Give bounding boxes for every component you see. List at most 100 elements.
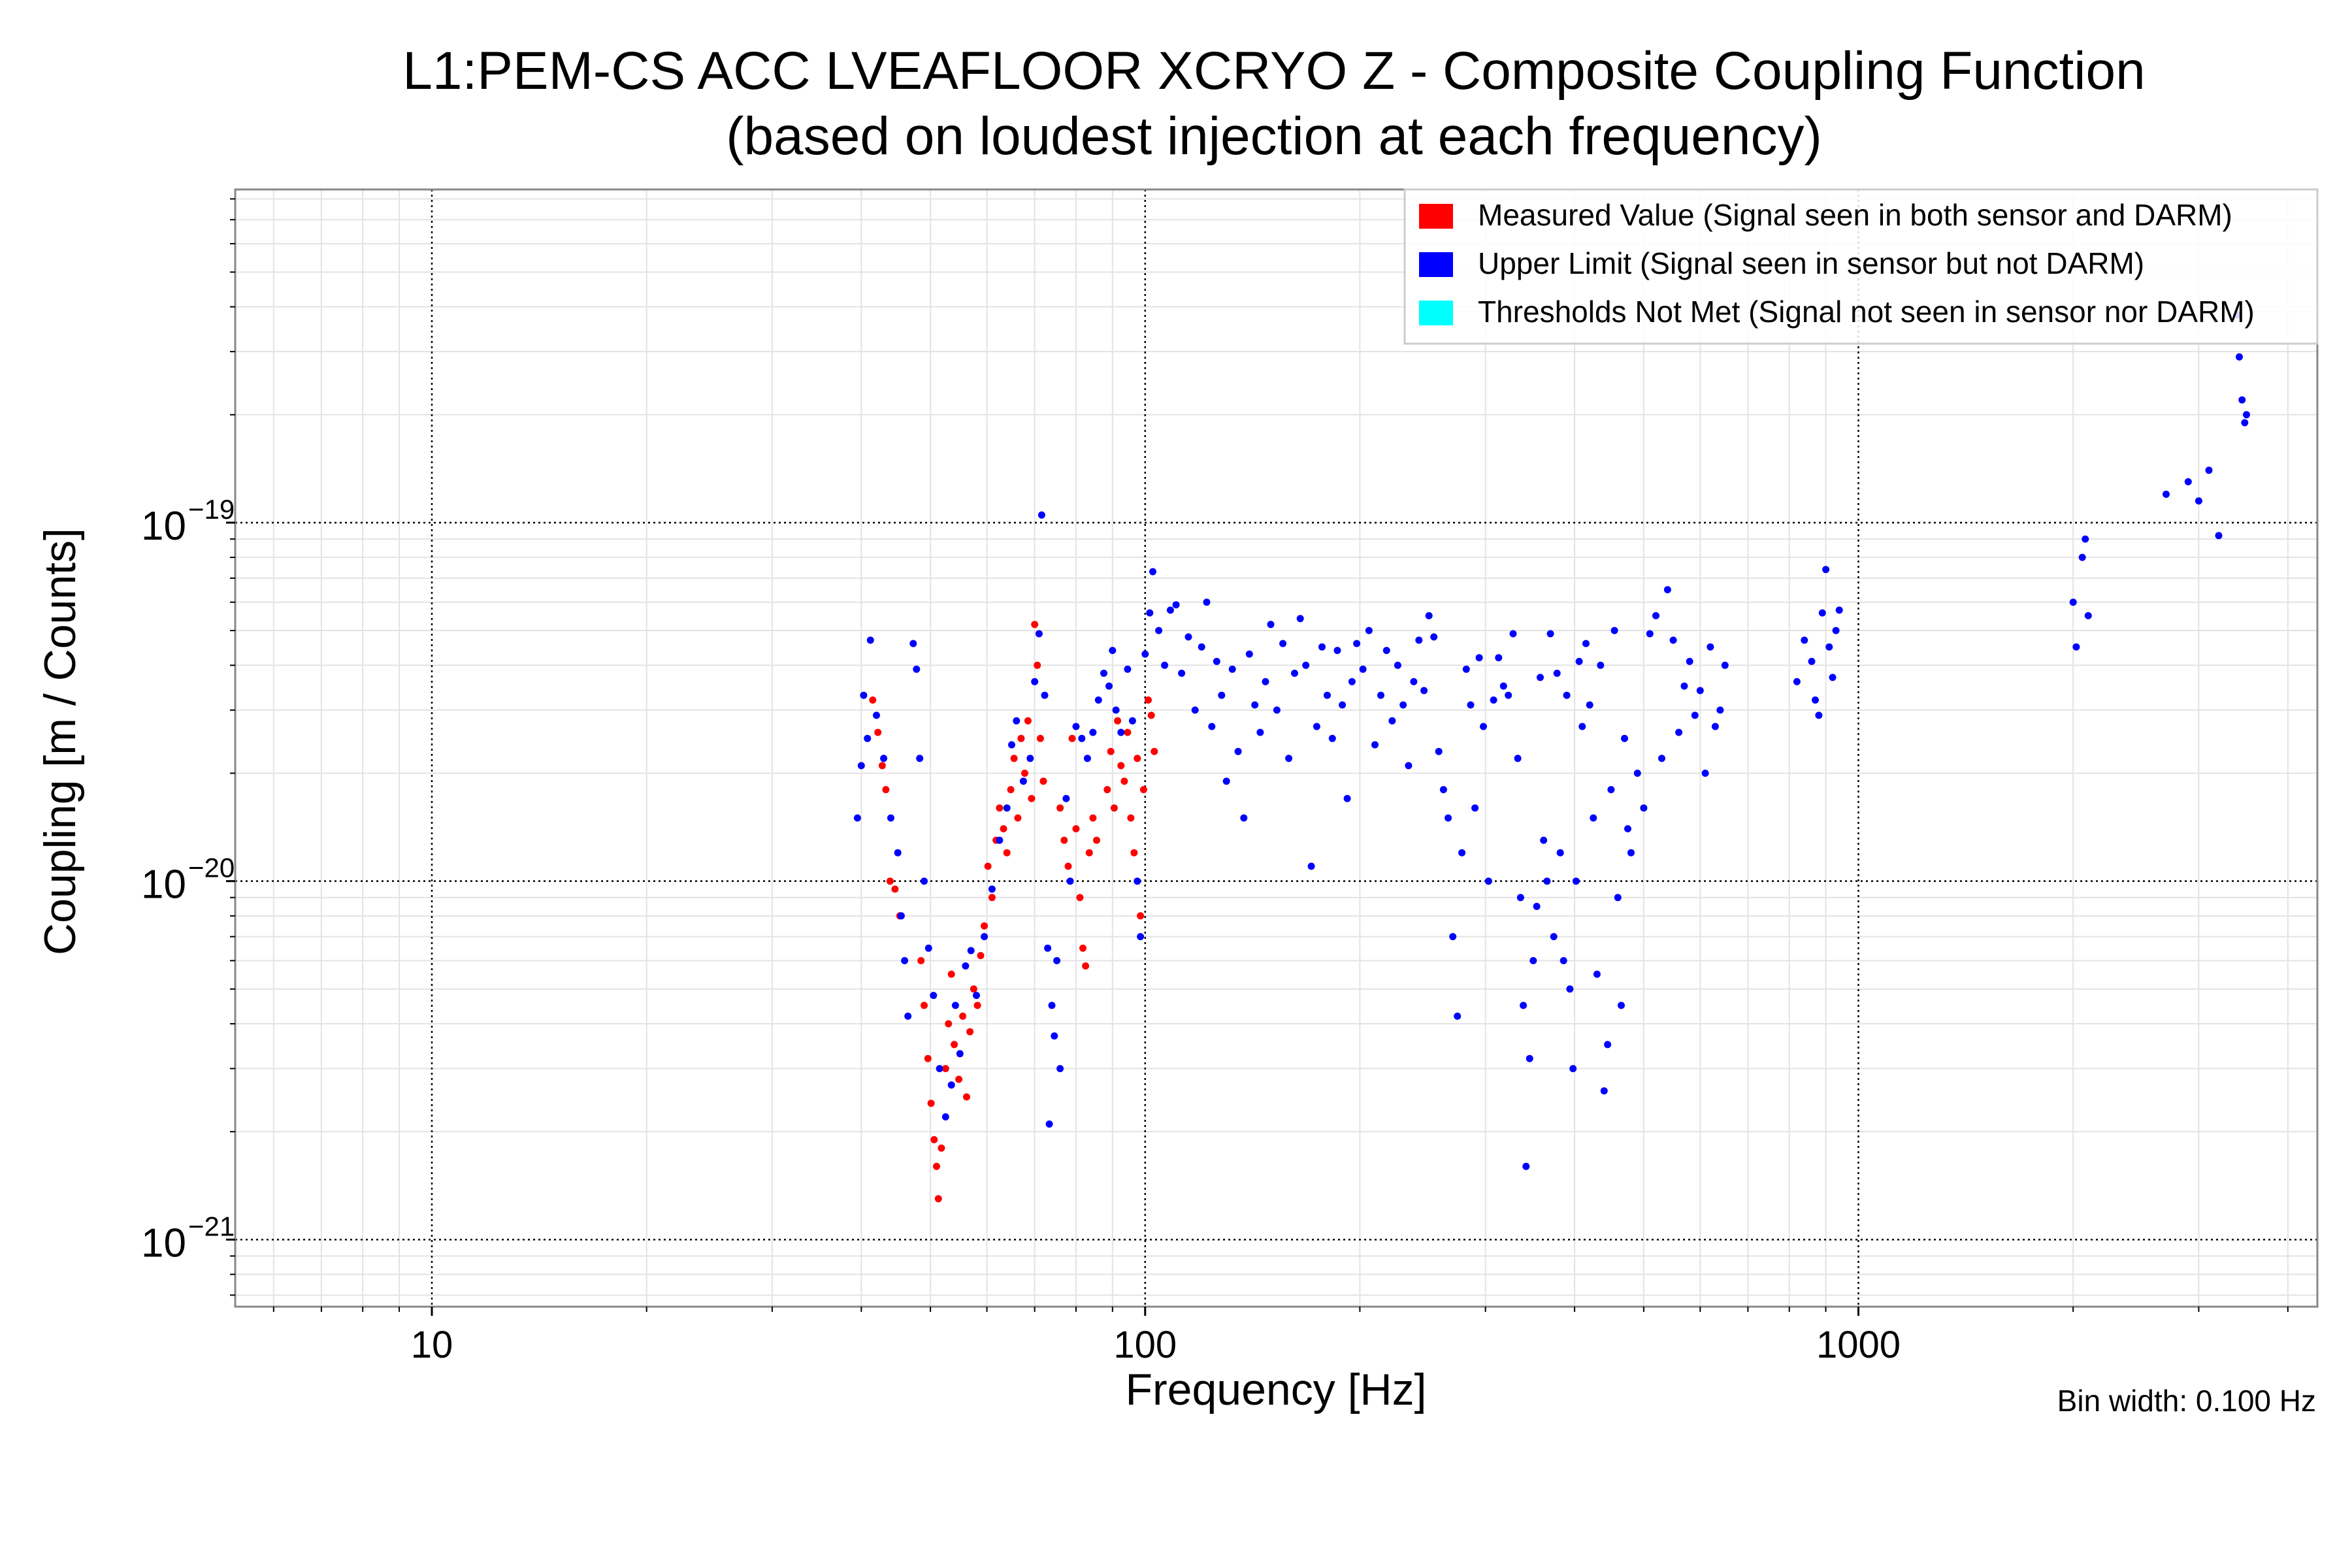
- data-point: [1569, 1065, 1577, 1073]
- data-point: [1484, 877, 1492, 885]
- data-point: [1117, 728, 1125, 736]
- data-point: [1130, 849, 1138, 857]
- data-point: [941, 1065, 949, 1073]
- data-point: [1627, 849, 1635, 857]
- data-point: [1146, 609, 1154, 617]
- data-point: [1066, 877, 1074, 885]
- data-point: [962, 962, 970, 970]
- data-point: [1109, 647, 1117, 655]
- data-point: [1134, 877, 1141, 885]
- data-point: [956, 1050, 964, 1058]
- data-point: [1010, 755, 1018, 762]
- data-point: [1128, 717, 1136, 725]
- data-point: [1388, 717, 1396, 725]
- data-point: [1124, 728, 1132, 736]
- data-point: [1365, 627, 1373, 634]
- data-point: [1490, 696, 1497, 704]
- data-point: [1410, 678, 1418, 685]
- data-point: [1801, 636, 1808, 644]
- data-point: [1590, 814, 1597, 822]
- data-point: [909, 640, 917, 647]
- data-point: [1117, 762, 1125, 770]
- y-tick-label-exponent: −21: [188, 1211, 235, 1241]
- data-point: [1480, 723, 1487, 730]
- data-point: [864, 734, 872, 742]
- data-point: [1051, 1032, 1058, 1040]
- data-point: [1793, 678, 1801, 685]
- data-point: [2163, 491, 2170, 498]
- data-point: [945, 1020, 953, 1028]
- data-point: [1262, 678, 1269, 685]
- data-point: [1149, 568, 1156, 576]
- data-point: [951, 1041, 958, 1049]
- data-point: [1100, 670, 1107, 677]
- data-point: [1526, 1054, 1533, 1062]
- data-point: [1166, 606, 1174, 614]
- data-point: [1546, 630, 1554, 638]
- data-point: [996, 836, 1004, 844]
- data-point: [1285, 755, 1293, 762]
- data-point: [970, 985, 977, 993]
- data-point: [924, 1054, 932, 1062]
- data-point: [1127, 814, 1135, 822]
- data-point: [1273, 706, 1281, 714]
- legend-swatch-upper-limit: [1419, 252, 1453, 277]
- data-point: [1832, 627, 1840, 634]
- data-point: [886, 877, 894, 885]
- data-point: [1540, 836, 1548, 844]
- bin-width-note: Bin width: 0.100 Hz: [2057, 1384, 2316, 1418]
- data-point: [878, 762, 886, 770]
- data-point: [984, 862, 992, 870]
- data-point: [1056, 804, 1064, 812]
- data-point: [2078, 553, 2086, 561]
- data-point: [1691, 711, 1699, 719]
- data-point: [1618, 1002, 1625, 1009]
- data-point: [1449, 933, 1457, 941]
- data-point: [1302, 661, 1310, 669]
- data-point: [1064, 862, 1072, 870]
- data-point: [1048, 1002, 1056, 1009]
- data-point: [1658, 755, 1665, 762]
- data-point: [1068, 734, 1076, 742]
- data-point: [967, 947, 975, 955]
- data-point: [1110, 804, 1118, 812]
- data-point: [1420, 687, 1428, 694]
- data-point: [1328, 734, 1336, 742]
- data-point: [880, 755, 888, 762]
- data-point: [1014, 814, 1022, 822]
- data-point: [1007, 786, 1015, 794]
- data-point: [1716, 706, 1724, 714]
- data-point: [2072, 643, 2080, 651]
- data-point: [1514, 755, 1522, 762]
- data-point: [891, 885, 899, 893]
- data-point: [1633, 770, 1641, 777]
- data-point: [955, 1075, 963, 1083]
- data-point: [1145, 696, 1152, 704]
- data-point: [887, 814, 894, 822]
- data-point: [901, 956, 909, 964]
- data-point: [1134, 755, 1141, 762]
- y-tick-label-base: 10: [141, 1220, 186, 1266]
- x-tick-label: 1000: [1816, 1324, 1901, 1366]
- data-point: [1578, 723, 1586, 730]
- data-point: [1072, 825, 1080, 832]
- data-point: [1415, 636, 1423, 644]
- x-tick-label: 10: [411, 1324, 453, 1366]
- data-point: [1669, 636, 1677, 644]
- series-1: [853, 311, 2250, 1170]
- data-point: [1553, 670, 1561, 677]
- data-point: [2238, 396, 2246, 404]
- data-point: [1178, 670, 1186, 677]
- data-point: [1213, 657, 1220, 665]
- data-point: [1013, 717, 1021, 725]
- data-point: [981, 933, 988, 941]
- data-point: [2215, 532, 2223, 540]
- data-point: [1078, 734, 1086, 742]
- data-point: [1008, 741, 1015, 749]
- data-point: [927, 1100, 935, 1107]
- data-point: [1082, 962, 1090, 970]
- data-point: [1172, 601, 1180, 609]
- data-point: [1394, 661, 1401, 669]
- data-point: [1291, 670, 1298, 677]
